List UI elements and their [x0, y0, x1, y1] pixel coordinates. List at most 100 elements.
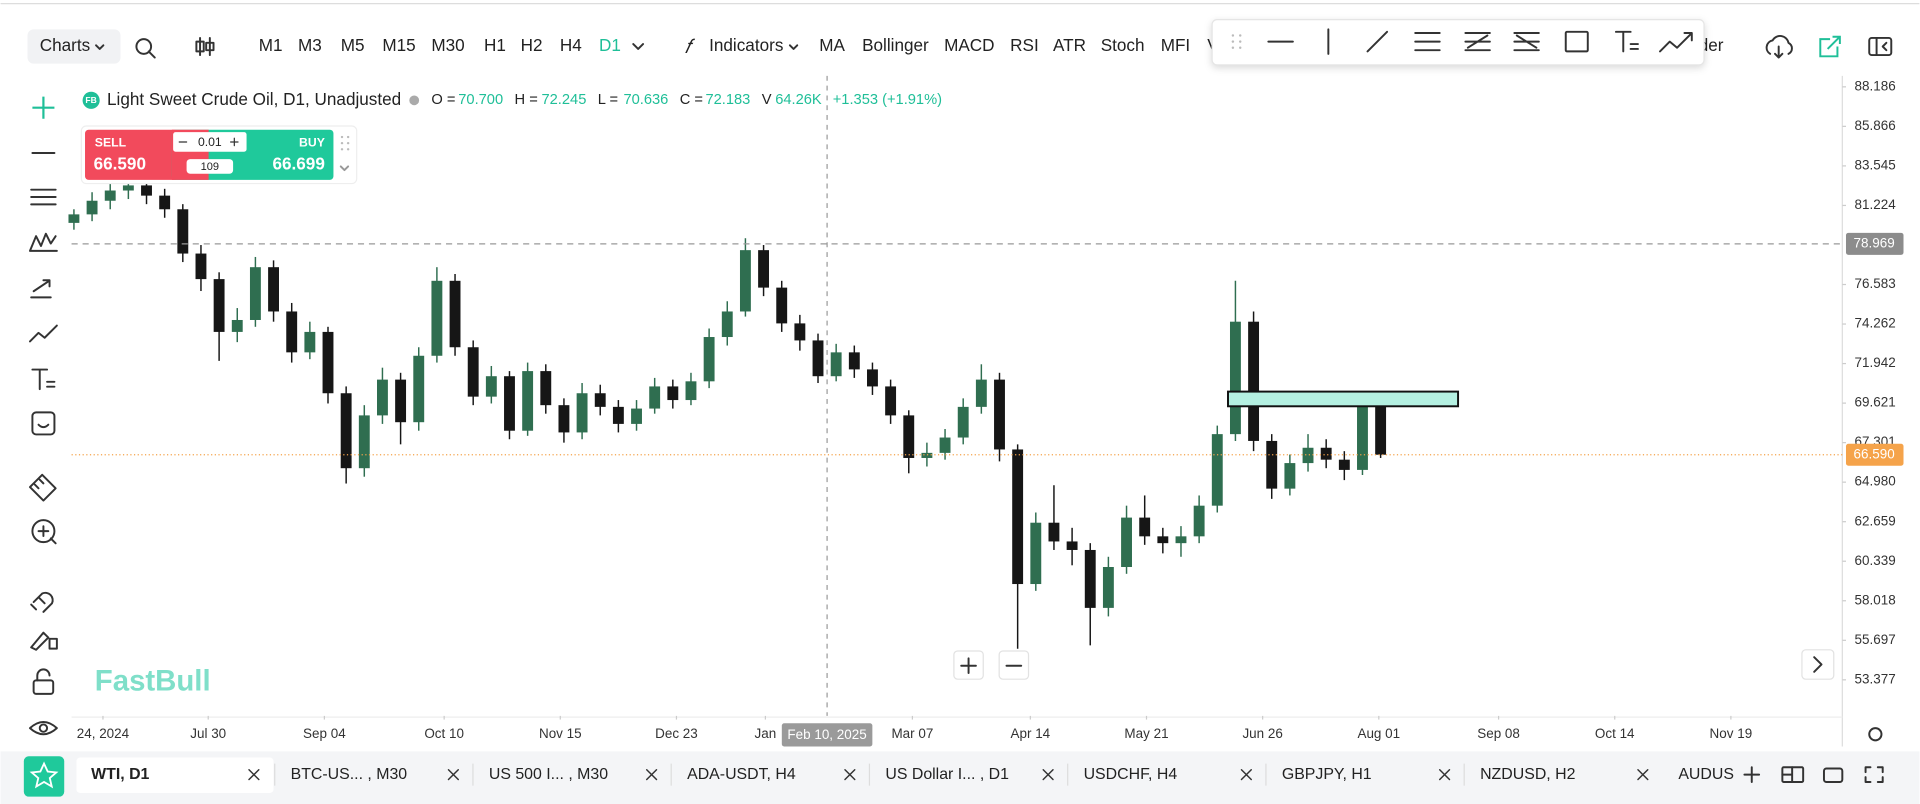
candle-body: [703, 337, 715, 382]
rect-tool[interactable]: [1564, 30, 1589, 53]
emoji-tool[interactable]: [31, 411, 56, 436]
sell-button[interactable]: [85, 129, 179, 180]
x-tick-label: Aug 01: [1357, 726, 1400, 741]
lock-draw-tool[interactable]: [30, 631, 58, 651]
settings-icon[interactable]: [1868, 727, 1883, 742]
tab-close[interactable]: [447, 769, 459, 781]
candle-body: [1193, 505, 1205, 537]
tab-close[interactable]: [1438, 769, 1451, 781]
study[interactable]: RSI: [1010, 35, 1039, 55]
timeframe[interactable]: M1: [259, 35, 283, 55]
chevron: [788, 44, 799, 50]
axes: 88.186 85.866 83.545 81.224 76.583 74.262 71.9…: [77, 78, 1896, 740]
tab-close[interactable]: [844, 769, 856, 781]
candle-body: [1157, 536, 1169, 544]
timeframe[interactable]: H4: [560, 35, 582, 55]
share-icon[interactable]: [1819, 35, 1841, 58]
tab-label[interactable]: WTI, D1: [91, 766, 149, 783]
timeframe[interactable]: H2: [521, 35, 543, 55]
scroll-right-icon: [1813, 656, 1823, 673]
reference-label: 78.969: [1854, 235, 1895, 250]
candle-body: [68, 214, 80, 223]
window-button[interactable]: [1822, 767, 1844, 783]
timeframe[interactable]: D1: [599, 35, 621, 55]
study[interactable]: Stoch: [1101, 35, 1145, 55]
tab-close[interactable]: [645, 769, 658, 781]
scroll-right-button[interactable]: [1801, 649, 1835, 680]
candle-body: [867, 369, 878, 387]
candle-body: [1320, 447, 1332, 460]
charts-button[interactable]: [27, 29, 121, 64]
tab-close[interactable]: [1042, 769, 1054, 781]
forecast-tool[interactable]: [28, 324, 58, 343]
text-tool[interactable]: [31, 368, 56, 391]
ruler-tool[interactable]: [28, 473, 57, 502]
trend-tool[interactable]: [1366, 30, 1389, 53]
y-tick-label: 83.545: [1855, 157, 1896, 172]
drag-handle[interactable]: [1231, 34, 1242, 49]
search-icon[interactable]: [135, 38, 153, 55]
tab-label[interactable]: US Dollar I... , D1: [885, 766, 1009, 783]
timeframe[interactable]: M30: [431, 35, 464, 55]
change: +1.353 (+1.91%): [833, 92, 942, 108]
crosshair-badge: [781, 723, 873, 747]
candle-body: [104, 190, 116, 201]
tab-label[interactable]: USDCHF, H4: [1084, 766, 1178, 783]
crosshair-tool[interactable]: [32, 96, 55, 119]
widget-grip[interactable]: [340, 135, 350, 151]
timeframe[interactable]: M15: [382, 35, 415, 55]
watchlist-button[interactable]: [23, 756, 65, 797]
lot-stepper[interactable]: [178, 137, 239, 147]
tab-label[interactable]: GBPJPY, H1: [1282, 766, 1372, 783]
lock-tool[interactable]: [32, 679, 55, 695]
y-tick-label: 69.621: [1855, 395, 1896, 410]
tab-close[interactable]: [248, 769, 260, 781]
fullscreen-button[interactable]: [1864, 766, 1884, 783]
candle-body: [739, 250, 751, 312]
widget-chevron[interactable]: [339, 165, 350, 172]
tab-close[interactable]: [1637, 769, 1649, 781]
projection-tool[interactable]: [30, 279, 52, 299]
study[interactable]: MA: [819, 35, 845, 55]
fib-tool[interactable]: [1464, 32, 1491, 52]
tab-label[interactable]: ADA-USDT, H4: [687, 766, 796, 783]
layout-icon[interactable]: [1868, 36, 1893, 57]
candle-body: [576, 393, 588, 433]
channel-tool[interactable]: [1414, 32, 1441, 52]
tab-close[interactable]: [1240, 769, 1252, 781]
text-tool[interactable]: [1614, 30, 1639, 53]
zoom-tool[interactable]: [31, 519, 56, 544]
magnet-tool[interactable]: [30, 591, 54, 613]
tab-label[interactable]: BTC-US... , M30: [291, 766, 408, 783]
tab-label[interactable]: AUDUS: [1678, 766, 1734, 783]
study[interactable]: ATR: [1053, 35, 1086, 55]
timeframe[interactable]: M3: [298, 35, 322, 55]
lot-box[interactable]: [173, 132, 247, 152]
candle-body: [1284, 463, 1296, 489]
visibility-tool[interactable]: [28, 721, 58, 736]
candle-body: [1357, 406, 1368, 470]
x-tick-label: Dec 23: [655, 726, 698, 741]
rectangle-drawing[interactable]: [1227, 390, 1460, 408]
candle-body: [994, 379, 1005, 450]
ohlcv-value: 64.26K: [775, 92, 822, 108]
indicators-label[interactable]: Indicators: [709, 35, 783, 55]
pitchfork-tool[interactable]: [1513, 32, 1540, 52]
study[interactable]: MFI: [1161, 35, 1190, 55]
cloud-icon[interactable]: [1765, 34, 1793, 59]
pattern-tool[interactable]: [28, 232, 58, 252]
tab-label[interactable]: US 500 I... , M30: [489, 766, 608, 783]
study[interactable]: Bollinger: [862, 35, 929, 55]
channel-tool[interactable]: [30, 188, 57, 206]
candle-body: [921, 452, 933, 458]
tab-label[interactable]: NZDUSD, H2: [1480, 766, 1576, 783]
ohlcv-label: C =: [680, 92, 703, 108]
study[interactable]: MACD: [944, 35, 994, 55]
path-tool[interactable]: [1659, 32, 1693, 53]
candle-type-icon[interactable]: [195, 36, 215, 57]
timeframe[interactable]: H1: [484, 35, 506, 55]
add-tab[interactable]: [1743, 766, 1761, 783]
timeframe[interactable]: M5: [341, 35, 365, 55]
candle-body: [413, 355, 425, 423]
